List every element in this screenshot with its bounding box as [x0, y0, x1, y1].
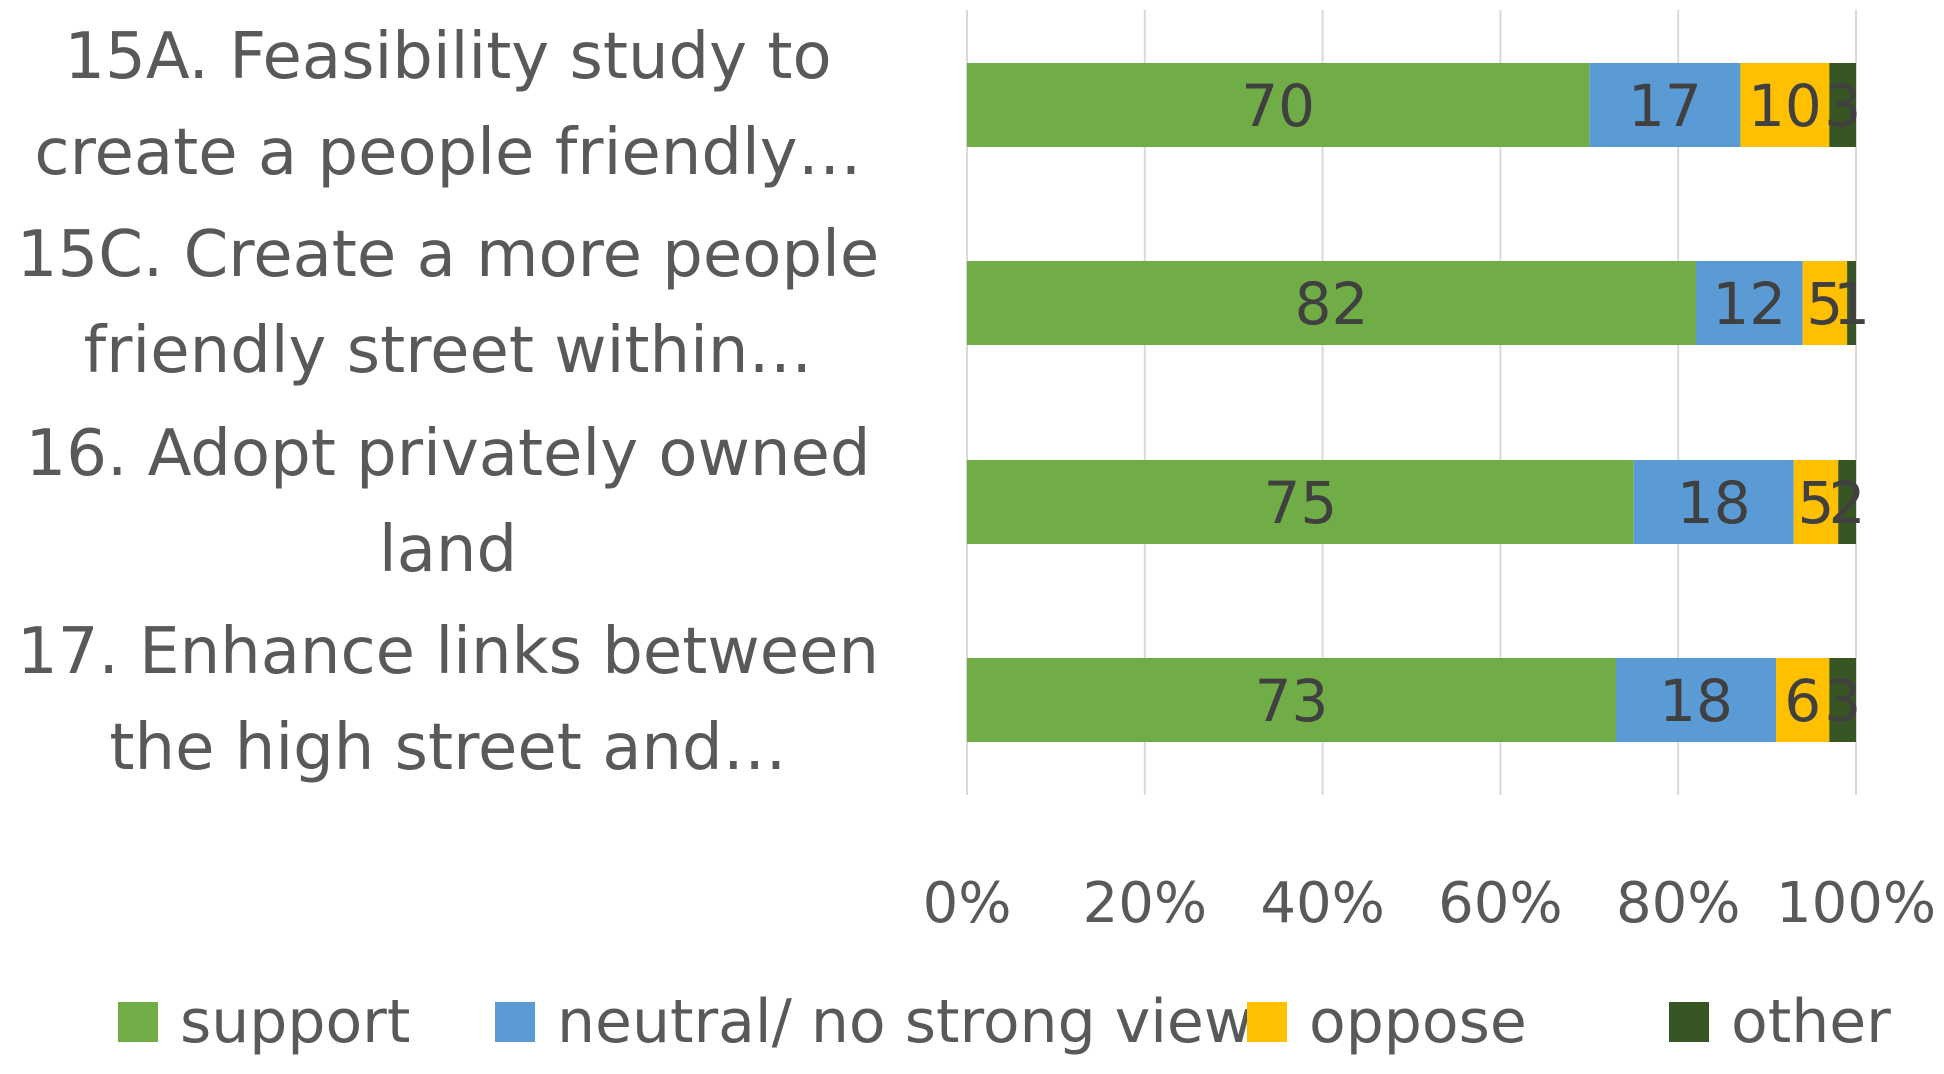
legend-swatch: [1669, 1002, 1709, 1042]
data-label: 18: [1659, 667, 1733, 735]
legend-label: neutral/ no strong view: [557, 987, 1253, 1057]
data-label: 82: [1295, 270, 1369, 338]
bar-segment: [1740, 63, 1830, 147]
category-label: the high street and…: [109, 711, 786, 785]
data-label: 12: [1712, 270, 1786, 338]
data-label: 2: [1829, 469, 1866, 537]
bar-segment: [1589, 63, 1741, 147]
x-tick-label: 40%: [1260, 871, 1384, 936]
category-label: land: [379, 513, 517, 587]
data-label: 17: [1628, 72, 1702, 140]
bar-segment: [1829, 63, 1856, 147]
data-label: 3: [1824, 72, 1861, 140]
data-label: 5: [1798, 469, 1835, 537]
data-label: 75: [1263, 469, 1337, 537]
category-label: create a people friendly…: [34, 116, 861, 190]
category-label: 17. Enhance links between: [17, 615, 879, 689]
bar-segment: [967, 658, 1616, 742]
category-labels: 15A. Feasibility study to create a people…: [17, 20, 879, 785]
data-label: 6: [1784, 667, 1821, 735]
category-label: 15C. Create a more people: [17, 218, 879, 292]
bar-segment: [1829, 658, 1856, 742]
bar-segment: [1633, 460, 1794, 544]
bar-segment: [967, 63, 1590, 147]
category-label: 15A. Feasibility study to: [64, 20, 831, 94]
bar-segment: [967, 460, 1634, 544]
legend-label: oppose: [1309, 987, 1527, 1057]
data-label: 10: [1748, 72, 1822, 140]
bar-segment: [1802, 261, 1848, 345]
bar-segment: [1847, 261, 1856, 345]
bar-segment: [967, 261, 1696, 345]
legend-label: support: [180, 987, 410, 1057]
x-tick-label: 0%: [923, 871, 1012, 936]
legend: support neutral/ no strong view oppose othe…: [118, 987, 1891, 1057]
legend-swatch: [1247, 1002, 1287, 1042]
legend-swatch: [495, 1002, 535, 1042]
bar-segment: [1615, 658, 1776, 742]
data-label: 1: [1833, 270, 1870, 338]
bar-segment: [1838, 460, 1856, 544]
legend-swatch: [118, 1002, 158, 1042]
x-tick-label: 100%: [1776, 871, 1936, 936]
bar-segment: [1793, 460, 1839, 544]
data-label: 70: [1241, 72, 1315, 140]
data-label: 5: [1806, 270, 1843, 338]
x-tick-label: 60%: [1438, 871, 1562, 936]
data-label: 18: [1677, 469, 1751, 537]
data-label: 3: [1824, 667, 1861, 735]
bar-segment: [1775, 658, 1830, 742]
bars: [967, 63, 1856, 742]
x-tick-label: 80%: [1616, 871, 1740, 936]
x-axis-ticks: 0% 20% 40% 60% 80% 100%: [923, 871, 1936, 936]
legend-label: other: [1731, 987, 1891, 1057]
category-label: friendly street within…: [84, 314, 813, 388]
bar-segment: [1695, 261, 1803, 345]
data-label: 73: [1255, 667, 1329, 735]
category-label: 16. Adopt privately owned: [26, 417, 871, 491]
x-tick-label: 20%: [1083, 871, 1207, 936]
